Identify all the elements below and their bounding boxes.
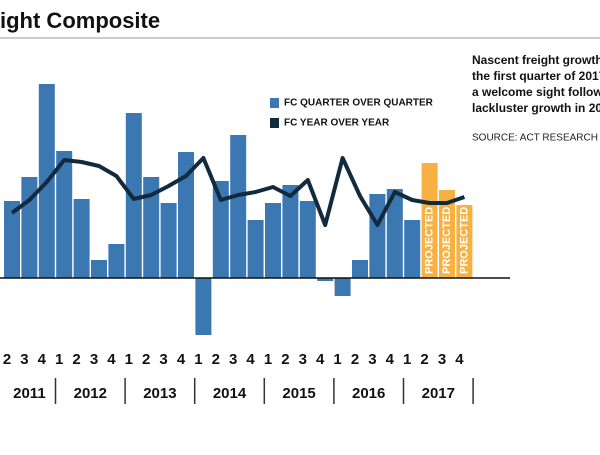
legend-label: FC YEAR OVER YEAR xyxy=(284,118,390,129)
annotation: a welcome sight followi xyxy=(472,85,600,99)
legend-swatch xyxy=(270,118,279,128)
annotation: lackluster growth in 201 xyxy=(472,101,600,115)
chart-title: ight Composite xyxy=(0,8,160,33)
year-label: 2015 xyxy=(282,385,315,402)
x-tick-label: 1 xyxy=(403,351,411,368)
bar xyxy=(352,260,368,278)
bar xyxy=(212,181,229,278)
bar xyxy=(91,260,107,278)
bar xyxy=(456,205,473,278)
bar xyxy=(4,201,20,278)
bar-label: PROJECTED xyxy=(441,207,453,274)
x-tick-label: 1 xyxy=(125,351,133,368)
year-label: 2017 xyxy=(422,385,455,402)
bar xyxy=(230,135,247,278)
x-tick-label: 1 xyxy=(264,351,272,368)
bar xyxy=(247,220,264,278)
bar xyxy=(73,199,90,278)
bar xyxy=(125,113,142,278)
year-label: 2016 xyxy=(352,385,385,402)
x-tick-label: 4 xyxy=(177,351,186,368)
annotation: the first quarter of 2017 xyxy=(472,69,600,83)
line xyxy=(10,156,466,227)
bar xyxy=(317,278,334,281)
year-label: 2012 xyxy=(74,385,107,402)
x-tick-label: 4 xyxy=(107,351,116,368)
x-tick-label: 2 xyxy=(212,351,220,368)
bar xyxy=(160,203,177,278)
x-tick-label: 1 xyxy=(333,351,341,368)
x-tick-label: 1 xyxy=(55,351,63,368)
x-tick-label: 4 xyxy=(246,351,255,368)
x-tick-label: 4 xyxy=(38,351,47,368)
source: SOURCE: ACT RESEARCH xyxy=(472,133,598,144)
annotation: Nascent freight growth i xyxy=(472,53,600,67)
year-label: 2011 xyxy=(13,385,46,402)
bar xyxy=(369,194,386,278)
x-tick-label: 2 xyxy=(72,351,80,368)
x-tick-label: 3 xyxy=(20,351,28,368)
x-tick-label: 2 xyxy=(420,351,428,368)
legend-label: FC QUARTER OVER QUARTER xyxy=(284,98,434,109)
x-tick-label: 4 xyxy=(455,351,464,368)
year-label: 2013 xyxy=(143,385,176,402)
x-tick-label: 3 xyxy=(90,351,98,368)
bar xyxy=(282,185,299,278)
x-tick-label: 3 xyxy=(229,351,237,368)
x-tick-label: 4 xyxy=(316,351,325,368)
bar xyxy=(404,220,421,278)
bar-label: PROJECTED xyxy=(424,207,436,274)
bar xyxy=(195,278,212,335)
x-tick-label: 2 xyxy=(281,351,289,368)
x-tick-label: 2 xyxy=(3,351,11,368)
bar xyxy=(178,152,194,278)
year-label: 2014 xyxy=(213,385,247,402)
bar xyxy=(265,203,281,278)
bar xyxy=(143,177,160,278)
bar xyxy=(56,151,73,278)
x-tick-label: 3 xyxy=(159,351,167,368)
bar-label: PROJECTED xyxy=(458,207,470,274)
bar xyxy=(421,163,438,278)
x-tick-label: 3 xyxy=(438,351,446,368)
x-tick-label: 4 xyxy=(386,351,395,368)
bar xyxy=(108,244,125,278)
bar xyxy=(334,278,351,296)
x-tick-label: 2 xyxy=(142,351,150,368)
bar xyxy=(386,189,403,278)
x-tick-label: 3 xyxy=(299,351,307,368)
x-tick-label: 1 xyxy=(194,351,202,368)
x-tick-label: 2 xyxy=(351,351,359,368)
bar xyxy=(439,190,455,278)
legend-swatch xyxy=(270,98,279,108)
bar xyxy=(299,201,316,278)
x-tick-label: 3 xyxy=(368,351,376,368)
